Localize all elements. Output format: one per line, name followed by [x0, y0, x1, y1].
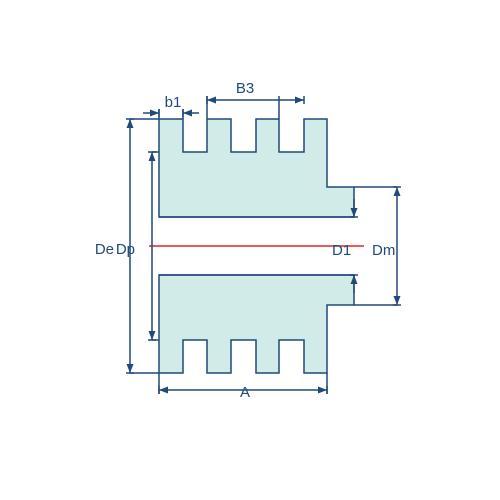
sprocket-section-diagram: DeDp D1 Dm b1 B3 A [0, 0, 500, 500]
dim-A: A [240, 384, 250, 401]
lower-section [159, 275, 354, 373]
dim-Dp: Dp [116, 241, 135, 258]
upper-section [159, 119, 354, 217]
dim-D1: D1 [332, 242, 351, 259]
dim-Dm: Dm [372, 242, 395, 259]
dim-B3: B3 [236, 80, 254, 97]
dim-De: De [95, 241, 114, 258]
dim-b1: b1 [165, 94, 182, 111]
